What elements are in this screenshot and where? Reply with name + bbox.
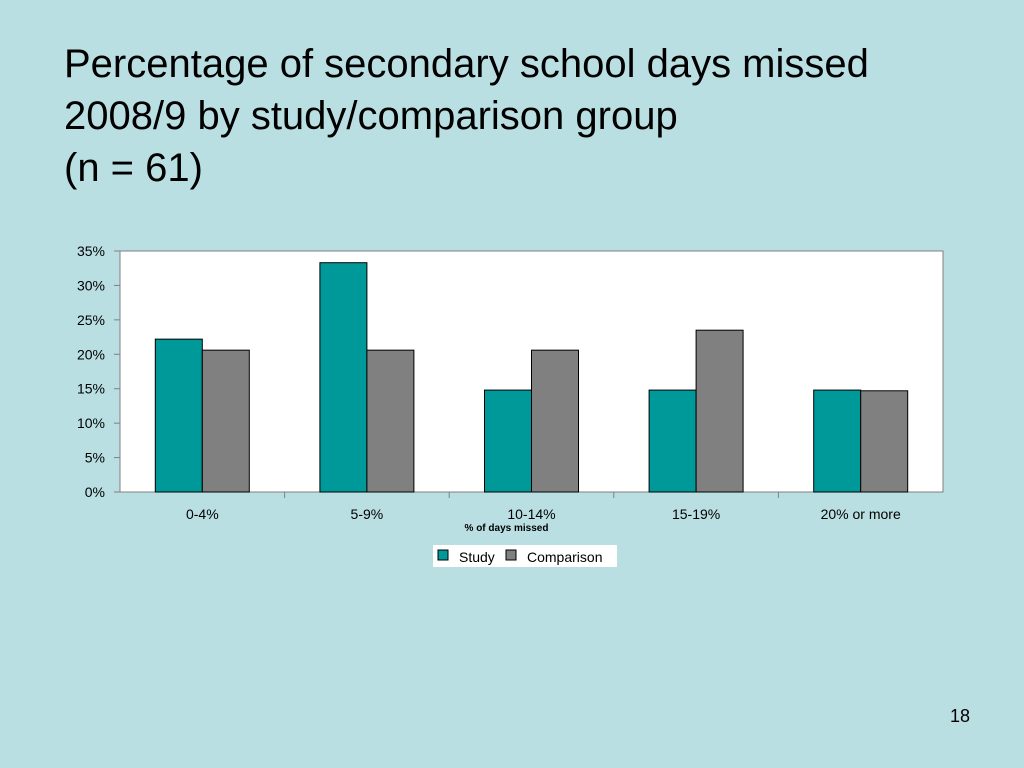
slide-title: Percentage of secondary school days miss… xyxy=(64,38,1004,194)
bar-comparison xyxy=(695,329,744,493)
x-tick-label: 15-19% xyxy=(672,506,720,522)
legend-swatch-comparison xyxy=(505,549,517,561)
bar-study xyxy=(813,389,862,493)
legend-label-comparison: Comparison xyxy=(527,549,602,565)
y-tick-label: 20% xyxy=(77,346,105,362)
bar-study xyxy=(484,389,532,493)
y-tick-label: 25% xyxy=(77,312,105,328)
x-tick-label: 5-9% xyxy=(351,506,384,522)
legend-swatch-study xyxy=(437,549,449,561)
y-tick-label: 15% xyxy=(77,381,105,397)
x-tick-label: 10-14% xyxy=(507,506,555,522)
slide-number: 18 xyxy=(949,706,970,726)
x-axis-title: % of days missed xyxy=(465,523,549,534)
x-tick-label: 0-4% xyxy=(186,506,219,522)
bar-comparison xyxy=(366,349,415,493)
bar-comparison xyxy=(201,349,250,493)
x-tick-label: 20% or more xyxy=(821,506,901,522)
legend-box xyxy=(433,545,617,567)
y-tick-label: 0% xyxy=(85,484,105,500)
y-tick-label: 5% xyxy=(85,450,105,466)
slide-title-line-2: 2008/9 by study/comparison group xyxy=(64,94,678,138)
bar-study xyxy=(648,389,697,493)
slide-title-line-1: Percentage of secondary school days miss… xyxy=(64,42,869,86)
bar-comparison xyxy=(860,390,909,493)
y-tick-label: 10% xyxy=(77,415,105,431)
y-tick-label: 35% xyxy=(77,243,105,259)
bar-study xyxy=(319,262,368,493)
y-tick-label: 30% xyxy=(77,277,105,293)
slide-title-line-3: (n = 61) xyxy=(64,146,203,190)
bar-study xyxy=(154,338,203,493)
legend-label-study: Study xyxy=(459,549,495,565)
bar-comparison xyxy=(531,349,579,493)
